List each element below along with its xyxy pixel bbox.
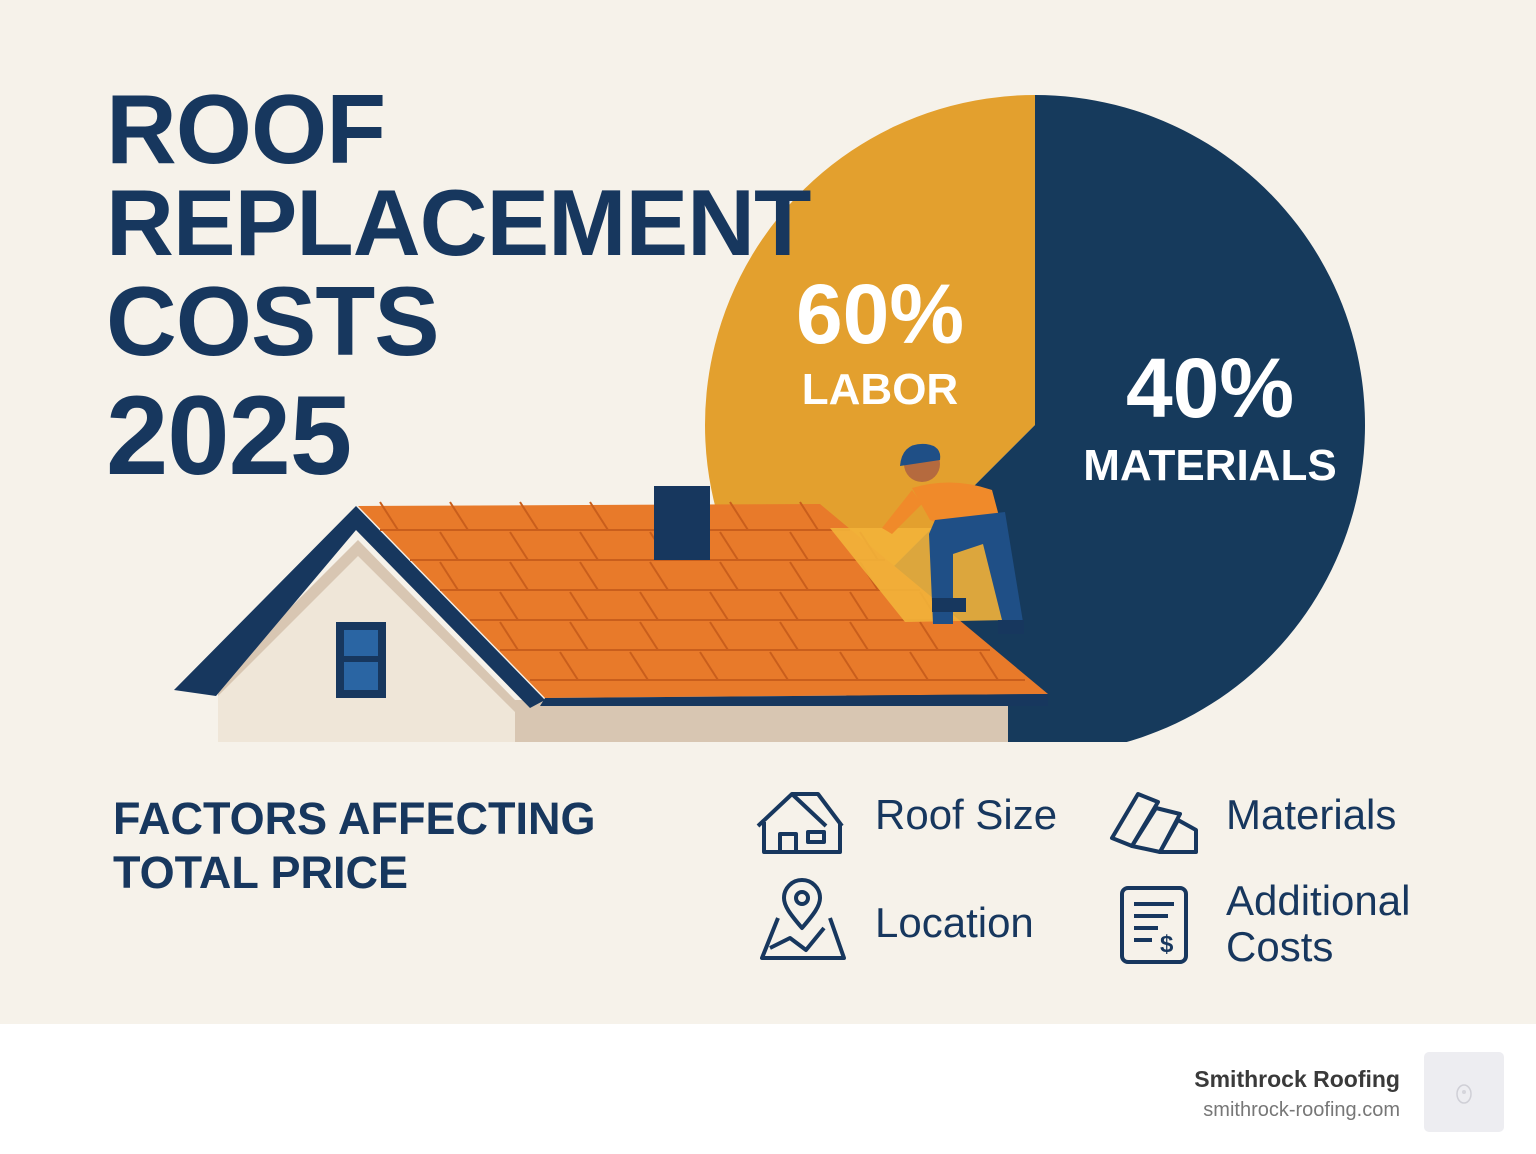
- factor-roof-size: Roof Size: [875, 791, 1058, 838]
- factor-additional-line-2: Costs: [1226, 923, 1334, 970]
- factors-heading-line-1: FACTORS AFFECTING: [113, 793, 596, 844]
- brand-name: Smithrock Roofing: [1194, 1066, 1400, 1092]
- title-line-1: ROOF: [106, 74, 386, 184]
- shingles-icon: [1110, 792, 1198, 854]
- factor-materials: Materials: [1226, 791, 1397, 838]
- invoice-icon: $: [1120, 886, 1188, 964]
- title-line-4: 2025: [106, 373, 352, 498]
- materials-label: MATERIALS: [1083, 441, 1337, 490]
- svg-text:$: $: [1160, 931, 1174, 958]
- factors-heading-line-2: TOTAL PRICE: [113, 847, 409, 898]
- brand: Smithrock Roofing smithrock-roofing.com: [1194, 1066, 1400, 1122]
- brand-url[interactable]: smithrock-roofing.com: [1203, 1099, 1400, 1121]
- title-line-3: COSTS: [106, 266, 440, 376]
- footer: Smithrock Roofing smithrock-roofing.com: [0, 1024, 1536, 1154]
- infographic: ROOF REPLACEMENT COSTS 2025 60% LABOR 40…: [0, 0, 1536, 1024]
- house-illustration: [174, 486, 1048, 742]
- labor-label: LABOR: [801, 365, 959, 414]
- map-pin-icon: [760, 878, 846, 960]
- illustration: [174, 95, 1365, 742]
- roofer-illustration: [882, 443, 1024, 634]
- bear-logo-icon: [1456, 1084, 1472, 1104]
- factor-additional-line-1: Additional: [1226, 877, 1411, 924]
- labor-percent: 60%: [795, 267, 965, 361]
- factor-additional-costs: Additional Costs: [1226, 878, 1410, 970]
- materials-percent: 40%: [1125, 341, 1295, 435]
- factors-heading: FACTORS AFFECTING TOTAL PRICE: [113, 792, 596, 900]
- brand-logo: [1424, 1052, 1504, 1132]
- house-icon: [756, 792, 844, 854]
- title-line-2: REPLACEMENT: [106, 170, 811, 275]
- factor-location: Location: [875, 899, 1034, 946]
